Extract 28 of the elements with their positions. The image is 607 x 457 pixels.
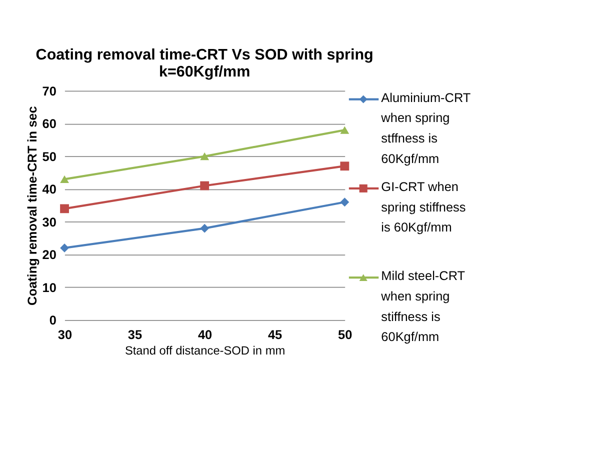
legend-label: Mild steel-CRT when spring stiffness is 60Kgf/mm [380, 268, 466, 344]
point [60, 204, 69, 214]
point [340, 126, 350, 134]
y-tick-label: 10 [42, 280, 56, 295]
point [200, 181, 210, 190]
chart-title: Coating removal time-CRT Vs SOD with spring k=60Kgf/mm [36, 46, 374, 80]
y-axis-title: Coating removal time-CRT in sec [24, 106, 40, 306]
y-tick-label: 50 [42, 148, 56, 164]
point [60, 175, 69, 184]
y-tick-label: 20 [42, 247, 56, 262]
legend-label: Aluminium-CRT when spring stffness is 60Kgf/mm [380, 90, 471, 166]
point [200, 224, 210, 233]
y-tick-label: 40 [42, 182, 56, 197]
point [340, 198, 350, 207]
x-axis-title: Stand off distance-SOD in mm [124, 343, 286, 358]
point [340, 162, 350, 171]
y-tick-label: 30 [42, 214, 56, 230]
x-tick-label: 50 [338, 327, 352, 342]
y-tick-label: 0 [49, 312, 56, 328]
point [60, 244, 69, 252]
x-tick-label: 30 [58, 327, 72, 342]
y-tick-label: 60 [42, 116, 56, 132]
point [200, 152, 210, 160]
x-tick-label: 45 [268, 327, 282, 342]
x-tick-label: 40 [198, 327, 212, 342]
x-tick-label: 35 [128, 327, 142, 342]
y-tick-label: 70 [42, 83, 56, 98]
legend-label: GI-CRT when spring stiffness is 60Kgf/mm [381, 178, 466, 235]
